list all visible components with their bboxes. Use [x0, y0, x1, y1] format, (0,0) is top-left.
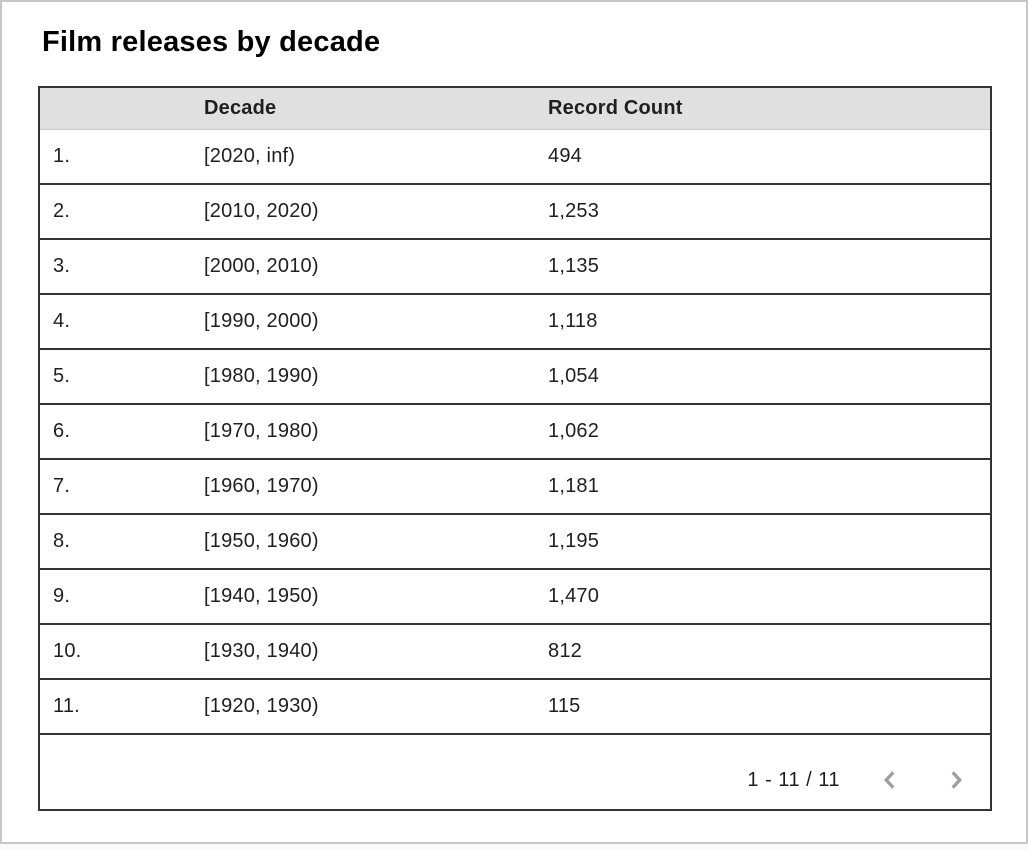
pagination-row: 1 - 11 / 11 [39, 734, 991, 810]
chevron-right-icon [943, 767, 969, 793]
record-count-cell: 494 [548, 129, 991, 185]
table-row: 3. [2000, 2010) 1,135 [39, 239, 991, 295]
record-count-cell: 1,253 [548, 184, 991, 240]
decade-cell: [2010, 2020) [204, 184, 548, 240]
table-row: 8. [1950, 1960) 1,195 [39, 514, 991, 570]
pagination-range-label: 1 - 11 / 11 [747, 768, 840, 791]
table-row: 5. [1980, 1990) 1,054 [39, 349, 991, 405]
pagination: 1 - 11 / 11 [40, 750, 990, 794]
table-row: 7. [1960, 1970) 1,181 [39, 459, 991, 515]
table-row: 9. [1940, 1950) 1,470 [39, 569, 991, 625]
record-count-cell: 115 [548, 679, 991, 735]
decade-cell: [1940, 1950) [204, 569, 548, 625]
table-row: 10. [1930, 1940) 812 [39, 624, 991, 680]
row-number: 8. [39, 514, 204, 570]
decade-cell: [1970, 1980) [204, 404, 548, 460]
next-page-button[interactable] [942, 766, 970, 794]
row-number: 9. [39, 569, 204, 625]
row-number: 10. [39, 624, 204, 680]
row-number: 4. [39, 294, 204, 350]
decade-cell: [1920, 1930) [204, 679, 548, 735]
row-number: 5. [39, 349, 204, 405]
decade-cell: [1960, 1970) [204, 459, 548, 515]
row-number: 6. [39, 404, 204, 460]
column-header-record-count[interactable]: Record Count [548, 87, 991, 130]
record-count-cell: 1,181 [548, 459, 991, 515]
table-row: 2. [2010, 2020) 1,253 [39, 184, 991, 240]
decade-cell: [2000, 2010) [204, 239, 548, 295]
record-count-cell: 1,135 [548, 239, 991, 295]
previous-page-button[interactable] [876, 766, 904, 794]
decade-cell: [1990, 2000) [204, 294, 548, 350]
record-count-cell: 1,062 [548, 404, 991, 460]
table-row: 11. [1920, 1930) 115 [39, 679, 991, 735]
decade-cell: [2020, inf) [204, 129, 548, 185]
decade-cell: [1980, 1990) [204, 349, 548, 405]
record-count-cell: 1,054 [548, 349, 991, 405]
row-number: 7. [39, 459, 204, 515]
row-number: 2. [39, 184, 204, 240]
page-title: Film releases by decade [42, 26, 381, 58]
record-count-cell: 812 [548, 624, 991, 680]
record-count-cell: 1,118 [548, 294, 991, 350]
row-number: 1. [39, 129, 204, 185]
row-number: 3. [39, 239, 204, 295]
row-number: 11. [39, 679, 204, 735]
record-count-cell: 1,195 [548, 514, 991, 570]
film-releases-table: Decade Record Count 1. [2020, inf) 494 2… [38, 86, 992, 811]
record-count-cell: 1,470 [548, 569, 991, 625]
column-header-row-number [39, 87, 204, 130]
table-row: 6. [1970, 1980) 1,062 [39, 404, 991, 460]
column-header-decade[interactable]: Decade [204, 87, 548, 130]
decade-cell: [1950, 1960) [204, 514, 548, 570]
table-row: 1. [2020, inf) 494 [39, 129, 991, 185]
decade-cell: [1930, 1940) [204, 624, 548, 680]
chevron-left-icon [877, 767, 903, 793]
header-row: Decade Record Count [39, 87, 991, 130]
table-row: 4. [1990, 2000) 1,118 [39, 294, 991, 350]
